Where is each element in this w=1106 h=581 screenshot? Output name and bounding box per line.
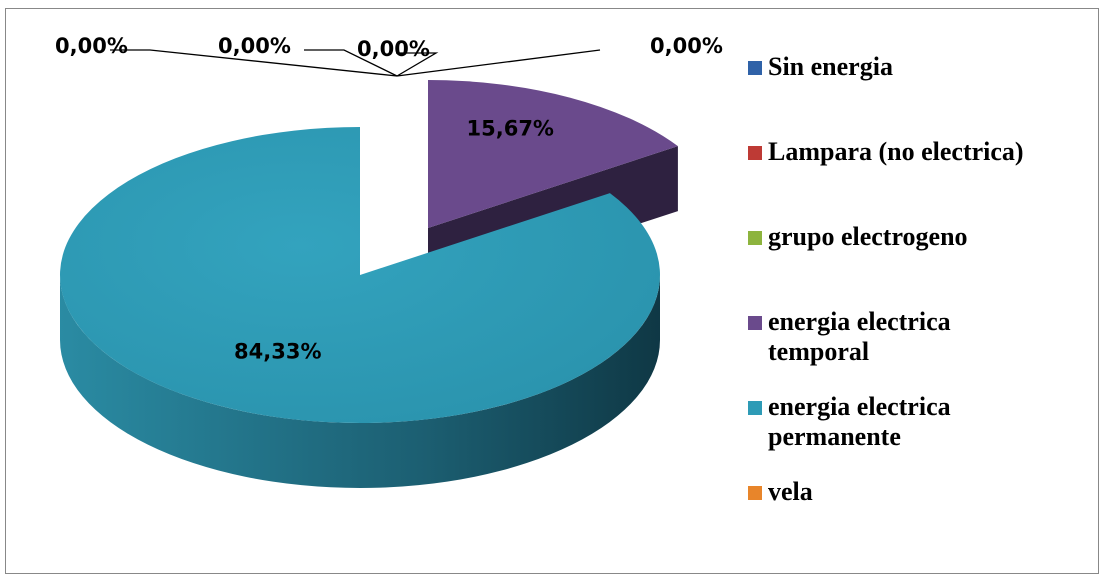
data-label: 0,00% bbox=[650, 34, 723, 58]
data-label: 84,33% bbox=[234, 340, 321, 364]
leader-line bbox=[396, 49, 601, 77]
legend-item: energia electrica temporal bbox=[748, 307, 1093, 367]
legend-label: energia electrica temporal bbox=[768, 307, 951, 366]
legend-label: grupo electrogeno bbox=[768, 222, 968, 251]
pie-slice-group: 84,33% bbox=[60, 127, 660, 488]
legend-item: Sin energia bbox=[748, 52, 1093, 82]
data-label: 0,00% bbox=[357, 37, 430, 61]
pie-slice bbox=[428, 80, 678, 228]
legend-swatch bbox=[748, 146, 762, 160]
legend-swatch bbox=[748, 316, 762, 330]
legend-item: vela bbox=[748, 477, 1093, 507]
frame bbox=[5, 8, 1099, 574]
legend-label: vela bbox=[768, 477, 813, 506]
legend-swatch bbox=[748, 401, 762, 415]
pie-slice bbox=[60, 127, 660, 423]
legend-swatch bbox=[748, 486, 762, 500]
leader-line bbox=[304, 49, 398, 77]
data-label: 0,00% bbox=[55, 34, 128, 58]
pie-side bbox=[60, 275, 660, 488]
leader-line bbox=[110, 49, 398, 77]
leader-line bbox=[396, 52, 439, 77]
data-label: 15,67% bbox=[467, 116, 554, 140]
legend-label: Lampara (no electrica) bbox=[768, 137, 1024, 166]
legend-label: energia electrica permanente bbox=[768, 392, 951, 451]
legend-item: energia electrica permanente bbox=[748, 392, 1093, 452]
legend-item: grupo electrogeno bbox=[748, 222, 1093, 252]
legend-swatch bbox=[748, 61, 762, 75]
data-label: 0,00% bbox=[218, 34, 291, 58]
legend-label: Sin energia bbox=[768, 52, 893, 81]
legend-swatch bbox=[748, 231, 762, 245]
legend-item: Lampara (no electrica) bbox=[748, 137, 1093, 167]
